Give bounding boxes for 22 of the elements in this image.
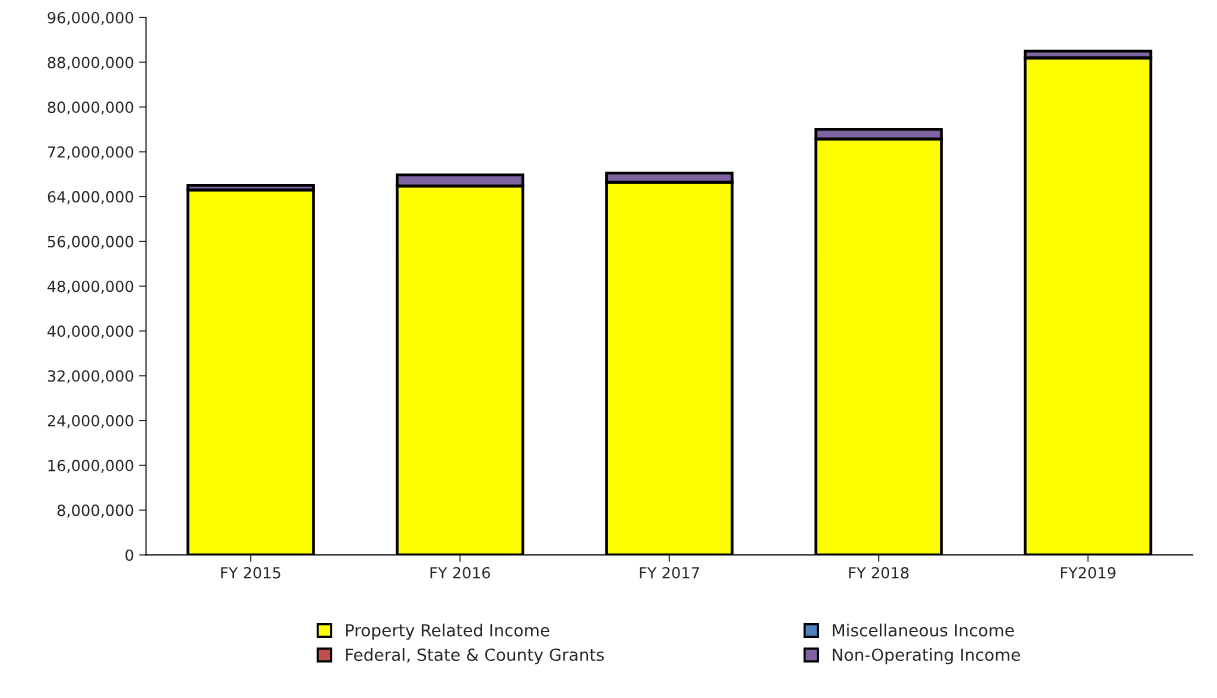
x-tick-label: FY2019 xyxy=(1061,566,1116,579)
legend-label: Miscellaneous Income xyxy=(832,623,1014,637)
y-tick-label: 48,000,000 xyxy=(47,280,134,294)
y-tick-label: 64,000,000 xyxy=(47,191,134,205)
x-tick-label: FY 2015 xyxy=(221,566,281,579)
x-tick-label: FY 2018 xyxy=(849,566,909,579)
y-tick-label: 96,000,000 xyxy=(47,11,134,26)
y-tick-label: 88,000,000 xyxy=(47,56,134,70)
y-tick-label: 32,000,000 xyxy=(47,370,134,384)
y-tick-label: 16,000,000 xyxy=(48,459,134,473)
legend-label: Property Related Income xyxy=(346,623,550,640)
y-tick-label: 56,000,000 xyxy=(47,235,134,249)
y-tick-label: 72,000,000 xyxy=(48,146,134,160)
legend-label: Federal, State & County Grants xyxy=(346,648,604,665)
y-tick-label: 40,000,000 xyxy=(47,325,134,339)
y-tick-label: 0 xyxy=(125,549,134,561)
y-tick-label: 8,000,000 xyxy=(57,504,134,518)
y-tick-label: 24,000,000 xyxy=(47,415,134,429)
y-tick-label: 80,000,000 xyxy=(47,101,134,115)
x-tick-label: FY 2016 xyxy=(430,566,490,579)
x-tick-label: FY 2017 xyxy=(639,566,699,579)
legend-label: Non-Operating Income xyxy=(832,648,1021,665)
